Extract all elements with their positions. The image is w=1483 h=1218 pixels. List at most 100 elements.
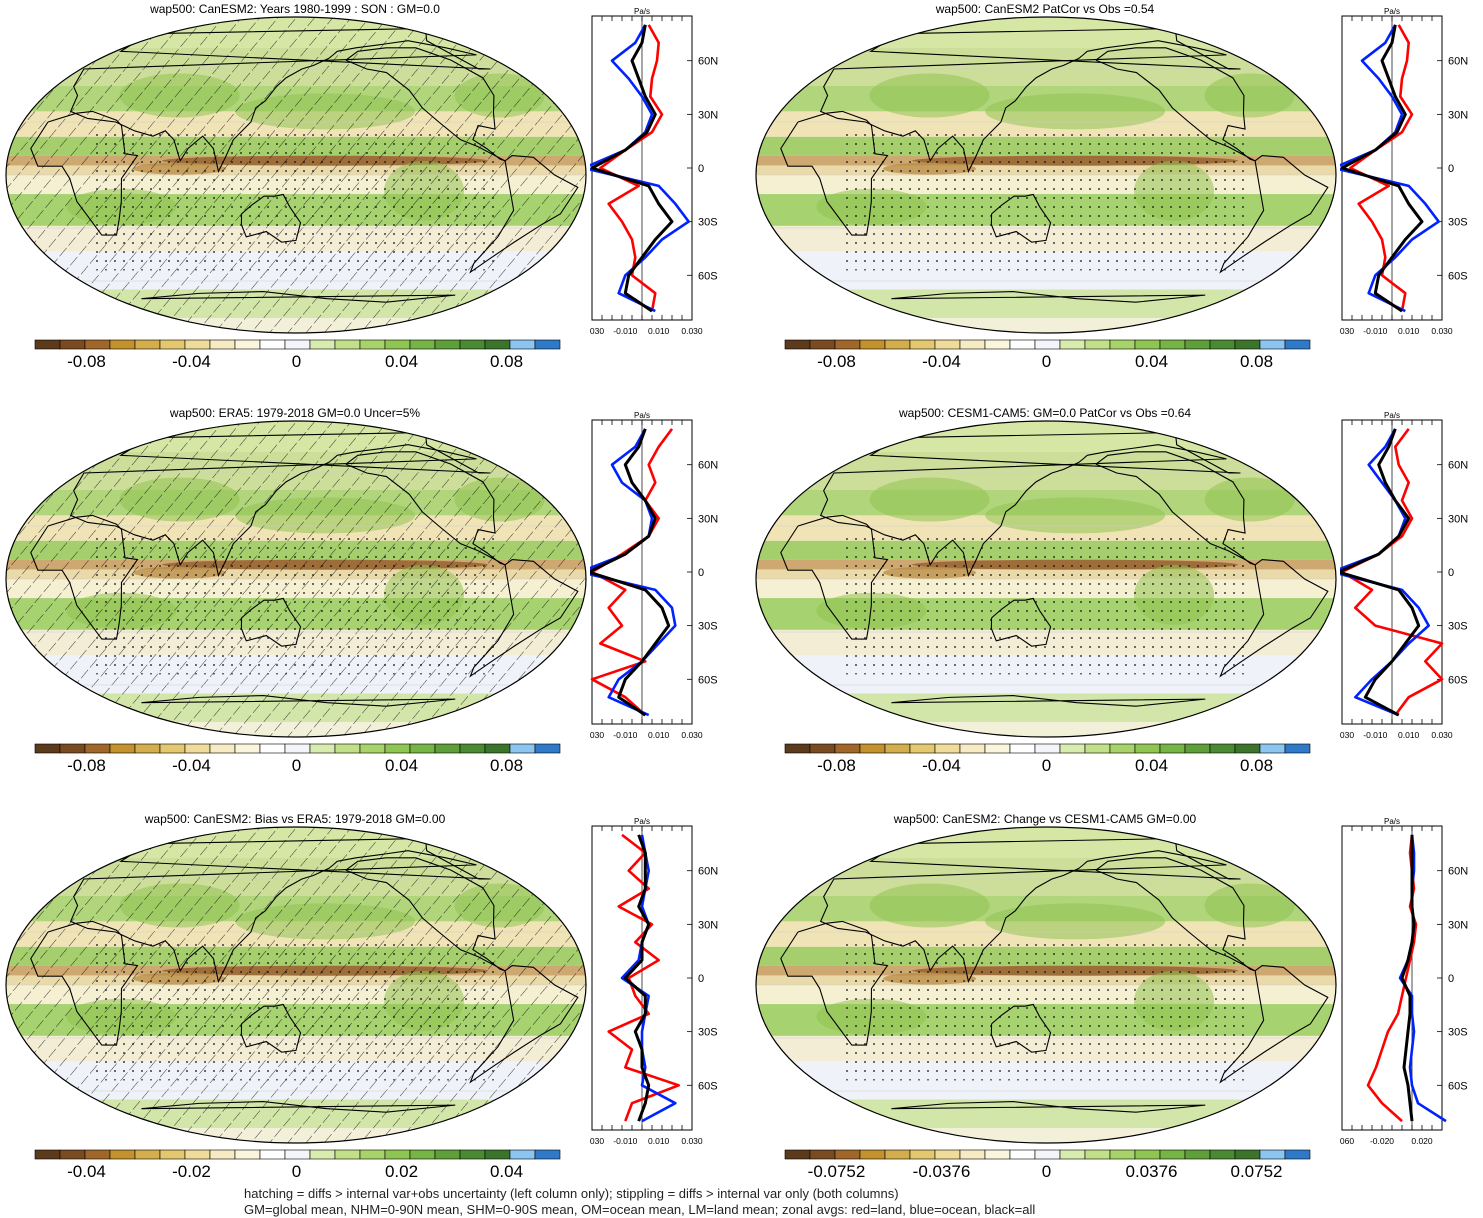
- colorbar-swatch: [1134, 1149, 1161, 1160]
- colorbar: [34, 1149, 561, 1160]
- coastline: [345, 857, 506, 972]
- colorbar-swatch: [259, 339, 286, 350]
- coastline: [240, 193, 302, 243]
- zonal-unit-label: Pa/s: [634, 8, 650, 16]
- zonal-line-black: [1400, 834, 1416, 1122]
- zonal-unit-label: Pa/s: [1384, 412, 1400, 420]
- zonal-mean-plot: Pa/s 60N 30N 0 30S 60S -0.030 -0.010 0.010 0.030: [590, 412, 718, 740]
- panel-title: wap500: CanESM2: Years 1980-1999 : SON :…: [150, 2, 440, 16]
- colorbar-labels: -0.08 -0.04 0 0.04 0.08: [34, 756, 559, 778]
- colorbar-swatch: [34, 1149, 61, 1160]
- world-map: [755, 16, 1337, 334]
- colorbar-swatch: [984, 339, 1011, 350]
- footnote-line-1: hatching = diffs > internal var+obs unce…: [244, 1186, 899, 1201]
- colorbar-swatch: [509, 1149, 536, 1160]
- coastline: [119, 27, 491, 70]
- colorbar-swatch: [184, 743, 211, 754]
- colorbar-swatch: [1259, 743, 1286, 754]
- world-map: [5, 420, 587, 738]
- coastline: [119, 431, 491, 474]
- field-patch: [869, 73, 990, 118]
- lat-tick-label: 60S: [698, 270, 718, 282]
- colorbar-swatch: [284, 743, 311, 754]
- colorbar-swatch: [434, 339, 461, 350]
- colorbar-swatch: [959, 1149, 986, 1160]
- colorbar-swatch: [984, 1149, 1011, 1160]
- zonal-line-black: [1340, 428, 1421, 717]
- footnote-line-2: GM=global mean, NHM=0-90N mean, SHM=0-90…: [244, 1202, 1036, 1217]
- colorbar-swatch: [1184, 339, 1211, 350]
- colorbar-swatch: [459, 1149, 486, 1160]
- map-border: [5, 420, 587, 738]
- coastline: [1095, 47, 1256, 162]
- coastline: [240, 1003, 302, 1053]
- colorbar-swatch: [1209, 339, 1236, 350]
- colorbar-swatch: [1109, 1149, 1136, 1160]
- colorbar-swatch: [1059, 339, 1086, 350]
- field-band: [756, 318, 1336, 333]
- colorbar-swatch: [884, 339, 911, 350]
- panel-title: wap500: CanESM2: Change vs CESM1-CAM5 GM…: [893, 812, 1197, 826]
- colorbar-swatch: [1284, 1149, 1311, 1160]
- x-tick-label: 0.010: [1398, 326, 1420, 336]
- colorbar-swatch: [1059, 743, 1086, 754]
- colorbar-swatch: [834, 743, 861, 754]
- map-border: [755, 826, 1337, 1144]
- colorbar-swatch: [259, 1149, 286, 1160]
- stippling: [842, 531, 1250, 675]
- panel-1: wap500: CanESM2: Years 1980-1999 : SON :…: [0, 0, 740, 400]
- colorbar-swatch: [184, 1149, 211, 1160]
- field-band: [756, 722, 1336, 737]
- map-field: [6, 827, 586, 1143]
- zonal-unit-label: Pa/s: [1384, 818, 1400, 826]
- colorbar-tick-label: 0: [1041, 352, 1052, 371]
- coastline: [119, 837, 491, 880]
- colorbar-swatch: [34, 743, 61, 754]
- panel-6: wap500: CanESM2: Change vs CESM1-CAM5 GM…: [750, 810, 1483, 1210]
- coastline: [869, 27, 1241, 70]
- world-map: [755, 420, 1337, 738]
- colorbar-swatch: [784, 743, 811, 754]
- colorbar-tick-label: -0.08: [817, 352, 856, 371]
- field-band: [756, 693, 1336, 723]
- colorbar-swatch: [459, 743, 486, 754]
- colorbar-tick-label: 0: [1041, 756, 1052, 775]
- field-band: [756, 1099, 1336, 1129]
- lat-tick-label: 30S: [698, 1027, 718, 1039]
- colorbar-swatch: [309, 1149, 336, 1160]
- x-tick-label: -0.010: [613, 1136, 637, 1146]
- coastline: [990, 1003, 1052, 1053]
- colorbar-swatch: [134, 339, 161, 350]
- lat-tick-label: 60N: [698, 56, 718, 68]
- coastline: [869, 431, 1241, 474]
- lat-tick-label: 60S: [1448, 1080, 1468, 1092]
- colorbar-swatch: [234, 339, 261, 350]
- zonal-unit-label: Pa/s: [1384, 8, 1400, 16]
- field-patch: [1204, 477, 1295, 522]
- colorbar-swatch: [909, 339, 936, 350]
- lat-tick-label: 0: [1448, 973, 1454, 985]
- colorbar-swatch: [984, 743, 1011, 754]
- panel-title: wap500: CanESM2 PatCor vs Obs =0.54: [935, 2, 1155, 16]
- colorbar-swatch: [1234, 1149, 1261, 1160]
- colorbar-swatch: [809, 339, 836, 350]
- panel-title: wap500: ERA5: 1979-2018 GM=0.0 Uncer=5%: [169, 406, 421, 420]
- zonal-mean-plot: Pa/s 60N 30N 0 30S 60S -0.030 -0.010 0.010 0.030: [590, 8, 718, 336]
- colorbar-swatch: [1234, 743, 1261, 754]
- coastline: [869, 837, 1241, 880]
- colorbar-swatch: [159, 339, 186, 350]
- colorbar-swatch: [259, 743, 286, 754]
- colorbar-swatch: [509, 743, 536, 754]
- lat-tick-label: 0: [698, 973, 704, 985]
- coastline: [69, 444, 477, 578]
- field-band: [756, 421, 1336, 452]
- colorbar-swatch: [309, 743, 336, 754]
- colorbar-swatch: [909, 1149, 936, 1160]
- colorbar-swatch: [784, 339, 811, 350]
- lat-tick-label: 30S: [1448, 217, 1468, 229]
- field-patch: [985, 903, 1166, 940]
- lat-tick-label: 30N: [698, 109, 718, 121]
- colorbar-labels: -0.04 -0.02 0 0.02 0.04: [34, 1162, 559, 1184]
- world-map: [755, 826, 1337, 1144]
- x-tick-label: 0.020: [1411, 1136, 1433, 1146]
